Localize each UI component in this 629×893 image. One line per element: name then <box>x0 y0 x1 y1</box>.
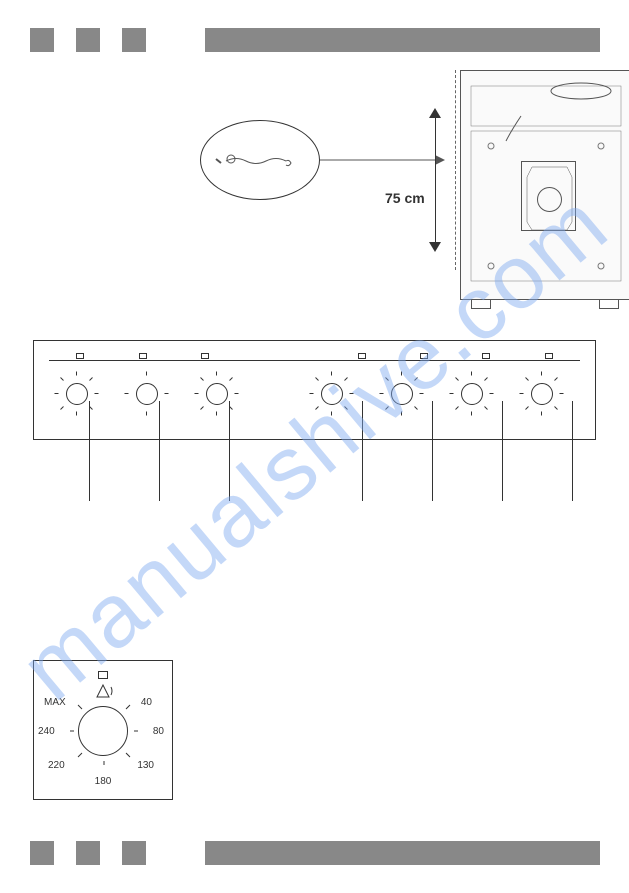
appliance-diagram: 75 cm <box>280 70 600 300</box>
header-square <box>30 28 54 52</box>
pointer <box>432 401 433 501</box>
panel-icon <box>420 353 428 359</box>
footer-squares <box>30 841 146 865</box>
temp-80: 80 <box>153 726 164 737</box>
wall-line <box>455 70 456 270</box>
pointer <box>229 401 230 501</box>
pointer <box>159 401 160 501</box>
foot <box>599 299 619 309</box>
temp-240: 240 <box>38 726 55 737</box>
pointer <box>362 401 363 501</box>
pointer <box>89 401 90 501</box>
control-panel <box>33 340 596 440</box>
header-square <box>122 28 146 52</box>
temp-180: 180 <box>95 776 112 787</box>
panel-indicator-strip <box>49 351 580 361</box>
knob-6[interactable] <box>449 371 494 416</box>
footer-bar <box>205 841 600 865</box>
temp-130: 130 <box>137 760 154 771</box>
appliance-rear-view <box>460 70 629 300</box>
panel-icon <box>139 353 147 359</box>
temp-max: MAX <box>44 697 66 708</box>
panel-icon <box>358 353 366 359</box>
hook-detail <box>200 120 320 200</box>
footer-square <box>122 841 146 865</box>
panel-icon <box>545 353 553 359</box>
knob-4[interactable] <box>309 371 354 416</box>
knob-1[interactable] <box>54 371 99 416</box>
knob-7[interactable] <box>519 371 564 416</box>
foot <box>471 299 491 309</box>
knob-3[interactable] <box>194 371 239 416</box>
dimension-arrow <box>425 110 445 250</box>
temp-40: 40 <box>141 697 152 708</box>
knobs-row <box>34 371 595 416</box>
distance-label: 75 cm <box>385 190 425 206</box>
panel-icon <box>76 353 84 359</box>
pointer <box>572 401 573 501</box>
temperature-dial-diagram: 40 80 130 180 220 240 MAX <box>33 660 173 800</box>
panel-icon <box>201 353 209 359</box>
footer-square <box>30 841 54 865</box>
temp-220: 220 <box>48 760 65 771</box>
header-squares <box>30 28 146 52</box>
header-bar <box>205 28 600 52</box>
footer-square <box>76 841 100 865</box>
knob-2[interactable] <box>124 371 169 416</box>
fan-housing <box>521 161 576 231</box>
knob-5[interactable] <box>379 371 424 416</box>
panel-icon <box>482 353 490 359</box>
pointer <box>502 401 503 501</box>
header-square <box>76 28 100 52</box>
